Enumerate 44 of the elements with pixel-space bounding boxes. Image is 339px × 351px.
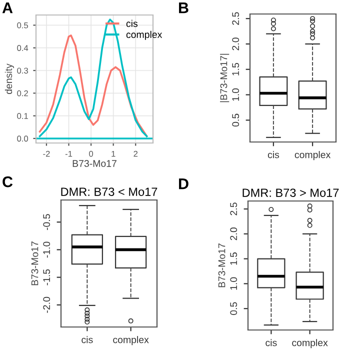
y-tick-label: 1.0 [232,88,240,101]
chart-title: DMR: B73 < Mo17 [61,188,158,196]
y-axis-title: B73-Mo17 [31,242,38,286]
y-tick-label: 2.5 [232,12,240,25]
y-tick-label: -0.5 [43,214,50,230]
y-tick-label: 0.0 [17,136,28,142]
y-tick-label: -1.0 [43,242,50,258]
y-tick-label: 0.5 [17,22,28,28]
y-tick-label: -2.0 [43,296,50,313]
y-tick-label: 1.5 [230,252,238,265]
y-axis-title: |B73-Mo17| [220,54,230,102]
y-tick-label: 0.2 [17,90,28,96]
x-tick-label: cis [266,339,277,346]
legend-label: cis [126,20,138,27]
y-tick-label: 0.4 [17,45,28,51]
legend-label: complex [126,30,162,40]
x-tick-label: 2 [134,150,138,157]
y-tick-label: 0.1 [17,113,28,119]
y-tick-label: 0.5 [232,114,240,127]
x-tick-label: complex [292,339,328,348]
chart-title: DMR: B73 > Mo17 [242,188,339,197]
text: B [179,2,188,14]
text: A [2,2,13,14]
x-tick-label: complex [113,336,149,346]
text: D [179,178,188,190]
y-axis-title: B73-Mo17 [218,244,226,288]
y-tick-label: 2.0 [232,38,240,50]
x-tick-label: -2 [43,150,50,157]
x-tick-label: 0 [89,150,94,157]
x-axis-title: B73-Mo17 [72,160,116,167]
y-axis-title: density [4,64,14,94]
y-tick-label: -1.5 [43,269,50,286]
y-tick-label: 0.3 [17,68,28,74]
y-tick-label: 0.5 [230,302,238,315]
x-tick-label: 1 [112,150,116,157]
x-tick-label: -1 [65,150,72,157]
x-tick-label: cis [268,151,280,158]
y-tick-label: 1.0 [230,277,238,290]
y-tick-label: 1.5 [232,63,240,76]
x-tick-label: cis [82,336,93,344]
y-tick-label: 2.0 [230,227,238,240]
x-tick-label: complex [294,151,331,160]
text: C [2,176,13,188]
y-tick-label: 2.5 [230,202,238,216]
